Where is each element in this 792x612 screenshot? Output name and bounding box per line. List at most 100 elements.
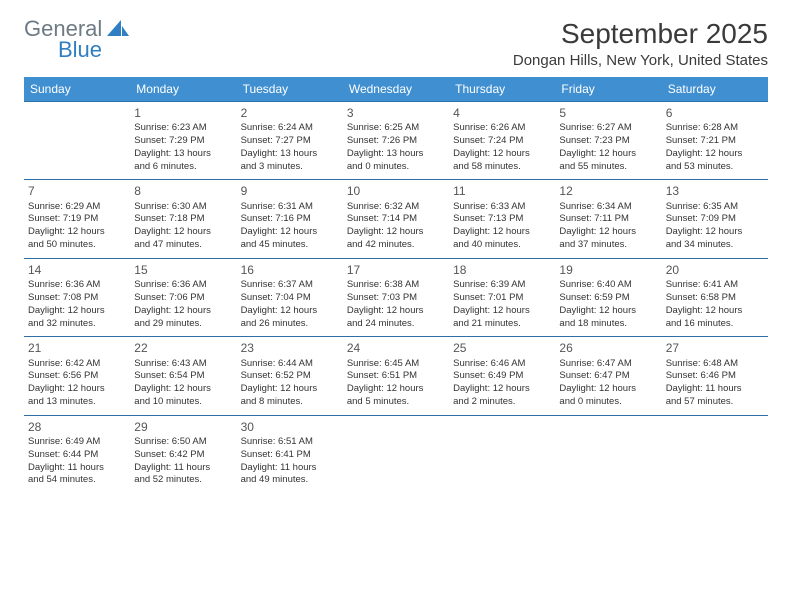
day-sunrise: Sunrise: 6:45 AM bbox=[347, 358, 445, 371]
day-daylight1: Daylight: 12 hours bbox=[453, 305, 551, 318]
day-daylight2: and 54 minutes. bbox=[28, 474, 126, 487]
day-daylight2: and 2 minutes. bbox=[453, 396, 551, 409]
day-cell: 15Sunrise: 6:36 AMSunset: 7:06 PMDayligh… bbox=[130, 258, 236, 336]
calendar-body: 1Sunrise: 6:23 AMSunset: 7:29 PMDaylight… bbox=[24, 102, 768, 494]
day-daylight1: Daylight: 13 hours bbox=[347, 148, 445, 161]
day-sunrise: Sunrise: 6:46 AM bbox=[453, 358, 551, 371]
day-daylight1: Daylight: 12 hours bbox=[241, 226, 339, 239]
day-cell: 9Sunrise: 6:31 AMSunset: 7:16 PMDaylight… bbox=[237, 180, 343, 258]
day-sunset: Sunset: 7:26 PM bbox=[347, 135, 445, 148]
day-cell: 27Sunrise: 6:48 AMSunset: 6:46 PMDayligh… bbox=[662, 337, 768, 415]
day-number: 4 bbox=[453, 105, 551, 121]
day-number: 23 bbox=[241, 340, 339, 356]
day-sunrise: Sunrise: 6:36 AM bbox=[28, 279, 126, 292]
day-cell: 3Sunrise: 6:25 AMSunset: 7:26 PMDaylight… bbox=[343, 102, 449, 180]
header: General Blue September 2025 Dongan Hills… bbox=[24, 18, 768, 69]
day-daylight2: and 24 minutes. bbox=[347, 318, 445, 331]
day-number: 17 bbox=[347, 262, 445, 278]
logo-text-block: General Blue bbox=[24, 18, 129, 61]
day-sunrise: Sunrise: 6:24 AM bbox=[241, 122, 339, 135]
day-daylight1: Daylight: 12 hours bbox=[666, 305, 764, 318]
day-daylight2: and 50 minutes. bbox=[28, 239, 126, 252]
day-header: Saturday bbox=[662, 77, 768, 102]
day-daylight1: Daylight: 11 hours bbox=[666, 383, 764, 396]
day-cell: 11Sunrise: 6:33 AMSunset: 7:13 PMDayligh… bbox=[449, 180, 555, 258]
day-cell: 21Sunrise: 6:42 AMSunset: 6:56 PMDayligh… bbox=[24, 337, 130, 415]
day-daylight2: and 42 minutes. bbox=[347, 239, 445, 252]
day-sunset: Sunset: 7:13 PM bbox=[453, 213, 551, 226]
day-sunrise: Sunrise: 6:44 AM bbox=[241, 358, 339, 371]
day-number: 15 bbox=[134, 262, 232, 278]
day-sunset: Sunset: 7:21 PM bbox=[666, 135, 764, 148]
day-number: 9 bbox=[241, 183, 339, 199]
day-sunrise: Sunrise: 6:28 AM bbox=[666, 122, 764, 135]
calendar-table: Sunday Monday Tuesday Wednesday Thursday… bbox=[24, 77, 768, 493]
day-cell: 2Sunrise: 6:24 AMSunset: 7:27 PMDaylight… bbox=[237, 102, 343, 180]
day-sunrise: Sunrise: 6:29 AM bbox=[28, 201, 126, 214]
day-daylight1: Daylight: 12 hours bbox=[453, 148, 551, 161]
day-sunset: Sunset: 7:23 PM bbox=[559, 135, 657, 148]
day-daylight2: and 32 minutes. bbox=[28, 318, 126, 331]
day-daylight1: Daylight: 12 hours bbox=[666, 148, 764, 161]
location-subtitle: Dongan Hills, New York, United States bbox=[513, 52, 768, 69]
day-daylight2: and 5 minutes. bbox=[347, 396, 445, 409]
day-cell bbox=[662, 415, 768, 493]
day-number: 21 bbox=[28, 340, 126, 356]
day-cell: 5Sunrise: 6:27 AMSunset: 7:23 PMDaylight… bbox=[555, 102, 661, 180]
day-number: 14 bbox=[28, 262, 126, 278]
day-daylight1: Daylight: 12 hours bbox=[453, 226, 551, 239]
logo: General Blue bbox=[24, 18, 129, 61]
day-cell: 8Sunrise: 6:30 AMSunset: 7:18 PMDaylight… bbox=[130, 180, 236, 258]
day-daylight2: and 26 minutes. bbox=[241, 318, 339, 331]
day-sunset: Sunset: 6:54 PM bbox=[134, 370, 232, 383]
day-daylight2: and 16 minutes. bbox=[666, 318, 764, 331]
day-cell: 1Sunrise: 6:23 AMSunset: 7:29 PMDaylight… bbox=[130, 102, 236, 180]
day-sunrise: Sunrise: 6:49 AM bbox=[28, 436, 126, 449]
day-sunset: Sunset: 6:41 PM bbox=[241, 449, 339, 462]
day-cell: 12 Sunrise: 6:34 AMSunset: 7:11 PMDayligh… bbox=[555, 180, 661, 258]
day-cell bbox=[343, 415, 449, 493]
day-sunset: Sunset: 7:29 PM bbox=[134, 135, 232, 148]
day-daylight2: and 34 minutes. bbox=[666, 239, 764, 252]
day-sunrise: Sunrise: 6:41 AM bbox=[666, 279, 764, 292]
day-header: Monday bbox=[130, 77, 236, 102]
day-sunrise: Sunrise: 6:51 AM bbox=[241, 436, 339, 449]
day-daylight1: Daylight: 12 hours bbox=[28, 383, 126, 396]
day-sunset: Sunset: 6:52 PM bbox=[241, 370, 339, 383]
day-daylight1: Daylight: 12 hours bbox=[134, 226, 232, 239]
calendar-page: General Blue September 2025 Dongan Hills… bbox=[0, 0, 792, 511]
day-number: 10 bbox=[347, 183, 445, 199]
day-header: Thursday bbox=[449, 77, 555, 102]
day-daylight1: Daylight: 12 hours bbox=[559, 226, 657, 239]
day-sunrise: Sunrise: 6:36 AM bbox=[134, 279, 232, 292]
day-cell: 6Sunrise: 6:28 AMSunset: 7:21 PMDaylight… bbox=[662, 102, 768, 180]
day-daylight1: Daylight: 12 hours bbox=[559, 305, 657, 318]
day-sunrise: Sunrise: 6:37 AM bbox=[241, 279, 339, 292]
day-daylight2: and 10 minutes. bbox=[134, 396, 232, 409]
day-daylight1: Daylight: 11 hours bbox=[28, 462, 126, 475]
day-daylight1: Daylight: 12 hours bbox=[134, 305, 232, 318]
week-row: 14Sunrise: 6:36 AMSunset: 7:08 PMDayligh… bbox=[24, 258, 768, 336]
day-sunrise: Sunrise: 6:34 AM bbox=[559, 201, 657, 214]
day-sunrise: Sunrise: 6:33 AM bbox=[453, 201, 551, 214]
day-number: 7 bbox=[28, 183, 126, 199]
month-title: September 2025 bbox=[513, 18, 768, 50]
day-number: 2 bbox=[241, 105, 339, 121]
day-daylight2: and 49 minutes. bbox=[241, 474, 339, 487]
day-cell: 14Sunrise: 6:36 AMSunset: 7:08 PMDayligh… bbox=[24, 258, 130, 336]
day-number: 24 bbox=[347, 340, 445, 356]
day-number: 5 bbox=[559, 105, 657, 121]
day-number: 12 bbox=[559, 183, 657, 199]
day-cell: 7Sunrise: 6:29 AMSunset: 7:19 PMDaylight… bbox=[24, 180, 130, 258]
day-number: 19 bbox=[559, 262, 657, 278]
day-daylight2: and 53 minutes. bbox=[666, 161, 764, 174]
day-sunset: Sunset: 6:46 PM bbox=[666, 370, 764, 383]
day-sunset: Sunset: 7:11 PM bbox=[559, 213, 657, 226]
day-cell: 13Sunrise: 6:35 AMSunset: 7:09 PMDayligh… bbox=[662, 180, 768, 258]
day-sunrise: Sunrise: 6:42 AM bbox=[28, 358, 126, 371]
day-sunset: Sunset: 7:03 PM bbox=[347, 292, 445, 305]
day-sunset: Sunset: 6:47 PM bbox=[559, 370, 657, 383]
day-number: 8 bbox=[134, 183, 232, 199]
day-sunset: Sunset: 6:58 PM bbox=[666, 292, 764, 305]
day-sunrise: Sunrise: 6:26 AM bbox=[453, 122, 551, 135]
